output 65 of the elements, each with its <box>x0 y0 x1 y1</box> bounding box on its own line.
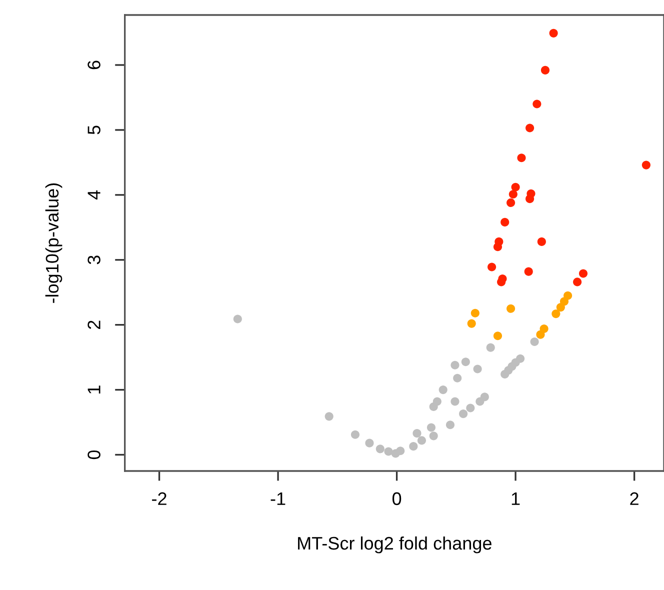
point <box>459 410 468 418</box>
point <box>365 438 374 448</box>
point <box>350 430 360 439</box>
point <box>450 360 460 370</box>
point <box>642 160 650 170</box>
y-tick-label: 4 <box>88 190 100 200</box>
point <box>524 267 533 276</box>
x-axis-title: MT-Scr log2 fold change <box>298 536 492 554</box>
point <box>488 262 496 272</box>
y-tick-label: 0 <box>88 450 100 460</box>
point <box>376 444 384 454</box>
point <box>412 429 422 438</box>
point <box>540 66 550 74</box>
point <box>466 404 475 412</box>
x-tick-label: 2 <box>630 492 638 505</box>
point <box>578 269 588 278</box>
y-tick-label: 2 <box>88 320 100 329</box>
point <box>438 386 448 394</box>
point <box>233 314 242 324</box>
x-tick-label: -1 <box>270 492 286 505</box>
point <box>486 343 495 352</box>
point <box>511 182 520 192</box>
point <box>453 374 462 382</box>
y-tick-label: 5 <box>88 126 100 134</box>
point <box>473 364 482 374</box>
x-tick-label: -2 <box>152 492 166 505</box>
point <box>467 319 476 328</box>
point <box>530 337 539 346</box>
point <box>526 124 534 132</box>
point <box>493 242 502 252</box>
x-tick-label: 1 <box>512 492 520 505</box>
point <box>417 436 426 445</box>
point <box>532 100 542 108</box>
point <box>396 446 405 456</box>
point <box>432 397 442 406</box>
point <box>516 354 525 363</box>
y-tick-label: 1 <box>88 386 100 394</box>
point <box>324 412 334 421</box>
point <box>446 420 455 430</box>
y-tick-label: 6 <box>88 60 100 70</box>
point <box>517 154 526 162</box>
point <box>500 218 510 226</box>
point <box>461 358 470 366</box>
point <box>429 432 438 440</box>
point <box>526 194 534 204</box>
point <box>409 442 418 451</box>
point <box>493 332 502 340</box>
point <box>426 423 436 432</box>
point <box>506 198 516 207</box>
point <box>450 397 460 406</box>
point <box>508 190 518 199</box>
point <box>497 278 506 286</box>
point <box>537 237 546 246</box>
point <box>470 308 480 318</box>
y-tick-label: 3 <box>88 256 100 264</box>
y-axis-title: -log10(p-value) <box>45 183 62 303</box>
point <box>476 397 484 406</box>
point <box>506 304 516 313</box>
x-tick-label: 0 <box>392 492 402 506</box>
point <box>573 278 582 286</box>
point <box>556 303 565 312</box>
point <box>384 447 393 456</box>
point <box>536 330 545 339</box>
point <box>552 310 560 318</box>
point <box>549 28 558 38</box>
